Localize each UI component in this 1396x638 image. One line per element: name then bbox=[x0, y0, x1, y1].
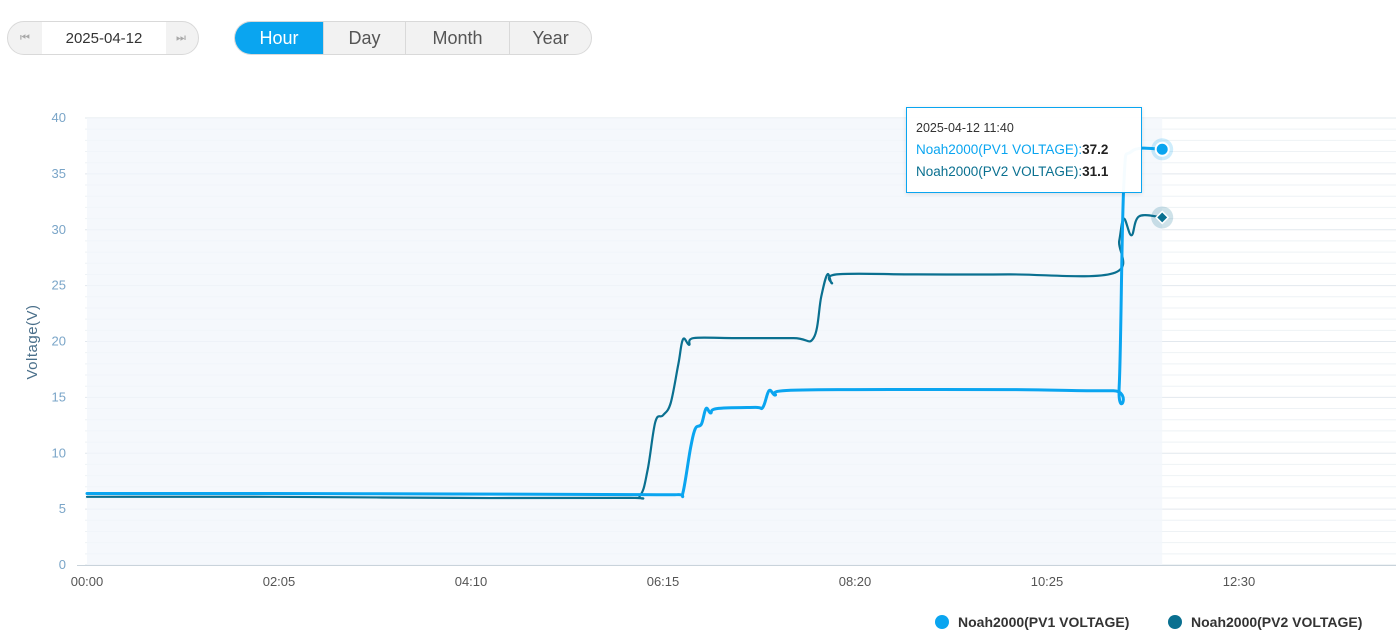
date-navigator: ⏮ 2025-04-12 ⏭ bbox=[7, 21, 199, 55]
series-line-pv1 bbox=[85, 146, 1164, 499]
y-tick-label: 30 bbox=[52, 222, 66, 237]
step-backward-icon[interactable]: ⏮ bbox=[20, 31, 30, 44]
legend-item-pv1[interactable]: Noah2000(PV1 VOLTAGE) bbox=[935, 612, 1129, 632]
x-tick-label: 12:30 bbox=[1223, 574, 1256, 589]
legend-dot-icon bbox=[1168, 615, 1182, 629]
y-tick-label: 35 bbox=[52, 166, 66, 181]
legend-dot-icon bbox=[935, 615, 949, 629]
tooltip-series-name: Noah2000(PV2 VOLTAGE): bbox=[916, 164, 1083, 179]
legend-label: Noah2000(PV2 VOLTAGE) bbox=[1191, 614, 1363, 630]
legend-item-pv2[interactable]: Noah2000(PV2 VOLTAGE) bbox=[1168, 612, 1362, 632]
tooltip-time: 2025-04-12 11:40 bbox=[916, 121, 1014, 135]
x-tick-label: 04:10 bbox=[455, 574, 488, 589]
legend-label: Noah2000(PV1 VOLTAGE) bbox=[958, 614, 1130, 630]
tooltip-series-value: 31.1 bbox=[1082, 164, 1109, 179]
y-tick-label: 25 bbox=[52, 278, 66, 293]
tooltip-row-pv1: Noah2000(PV1 VOLTAGE):37.2 bbox=[916, 142, 1141, 159]
hover-point-pv2[interactable] bbox=[1155, 210, 1170, 225]
tab-year[interactable]: Year bbox=[509, 22, 591, 54]
x-tick-label: 02:05 bbox=[263, 574, 296, 589]
series-line-pv2 bbox=[85, 214, 1164, 500]
period-tabs: Hour Day Month Year bbox=[234, 21, 592, 55]
tab-day[interactable]: Day bbox=[323, 22, 405, 54]
y-tick-label: 0 bbox=[59, 557, 66, 572]
tooltip-row-pv2: Noah2000(PV2 VOLTAGE):31.1 bbox=[916, 164, 1141, 181]
chart-tooltip: 2025-04-12 11:40 Noah2000(PV1 VOLTAGE):3… bbox=[906, 107, 1142, 193]
tab-month[interactable]: Month bbox=[405, 22, 509, 54]
voltage-line-chart: 0 5 10 15 20 25 30 35 40 00:00 02:05 04:10 06:15 08:2… bbox=[24, 110, 1396, 589]
hover-point-pv1[interactable] bbox=[1154, 141, 1170, 157]
tooltip-series-name: Noah2000(PV1 VOLTAGE): bbox=[916, 142, 1083, 157]
x-tick-label: 10:25 bbox=[1031, 574, 1064, 589]
chart-axes: 0 5 10 15 20 25 30 35 40 00:00 02:05 04:10 06:15 08:2… bbox=[52, 110, 1396, 589]
y-tick-label: 5 bbox=[59, 501, 66, 516]
x-tick-label: 08:20 bbox=[839, 574, 872, 589]
step-forward-icon[interactable]: ⏭ bbox=[176, 31, 186, 44]
tab-hour[interactable]: Hour bbox=[235, 22, 323, 54]
y-tick-label: 20 bbox=[52, 334, 66, 349]
y-tick-label: 40 bbox=[52, 110, 66, 125]
y-axis-title: Voltage(V) bbox=[24, 304, 41, 379]
y-tick-label: 10 bbox=[52, 445, 66, 460]
date-input[interactable]: 2025-04-12 bbox=[42, 22, 166, 54]
chart-markers bbox=[1151, 138, 1174, 229]
x-tick-label: 06:15 bbox=[647, 574, 680, 589]
chart-series bbox=[85, 146, 1164, 500]
tooltip-series-value: 37.2 bbox=[1082, 142, 1109, 157]
y-tick-label: 15 bbox=[52, 389, 66, 404]
x-tick-label: 00:00 bbox=[71, 574, 104, 589]
